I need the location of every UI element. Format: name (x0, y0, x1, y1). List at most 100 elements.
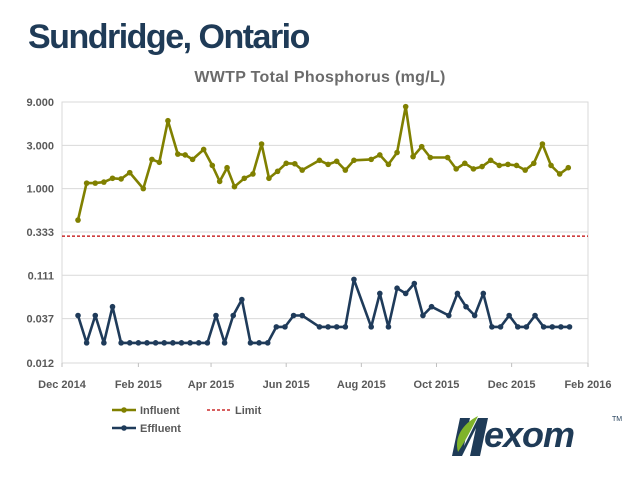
chart-axes: 0.012 0.037 0.111 0.333 1.000 3.000 9.000 Dec 2… (26, 97, 611, 391)
effluent-point (497, 324, 504, 330)
effluent-point (532, 312, 538, 319)
effluent-point (83, 340, 90, 346)
influent-point (410, 153, 416, 160)
influent-point (292, 160, 298, 167)
effluent-point (101, 340, 107, 346)
x-tick-label: Dec 2015 (488, 379, 536, 391)
effluent-point (411, 280, 418, 287)
slide-title: Sundridge, Ontario (28, 18, 310, 56)
effluent-point (170, 340, 176, 346)
influent-point (200, 146, 207, 153)
influent-point (385, 161, 392, 168)
effluent-point (213, 312, 219, 319)
influent-line (76, 105, 570, 221)
y-tick-label: 0.333 (26, 227, 54, 239)
effluent-point (135, 340, 142, 346)
influent-point (462, 160, 468, 167)
plot-area (61, 101, 589, 364)
influent-point (333, 158, 340, 165)
nexom-wordmark: exom (484, 414, 575, 455)
y-tick-label: 0.012 (26, 358, 54, 370)
influent-point (140, 185, 147, 192)
influent-point (505, 161, 511, 168)
influent-point (189, 156, 196, 163)
effluent-point (109, 303, 116, 310)
effluent-point (195, 340, 202, 346)
effluent-point (549, 324, 556, 330)
influent-point (83, 180, 90, 186)
effluent-point (118, 340, 124, 346)
influent-point (266, 175, 272, 182)
x-tick-label: Dec 2014 (38, 379, 87, 391)
influent-point (126, 169, 133, 176)
influent-point (224, 164, 230, 171)
influent-point (325, 161, 331, 168)
influent-point (342, 167, 349, 173)
x-tick-label: Jun 2015 (263, 379, 310, 391)
legend-influent-marker (121, 407, 127, 413)
x-tick-label: Apr 2015 (188, 379, 234, 391)
legend-influent-label: Influent (140, 405, 180, 417)
nexom-logo: exom TM (448, 410, 628, 460)
influent-point (453, 166, 459, 172)
legend-effluent-marker (121, 425, 127, 431)
effluent-point (342, 324, 349, 330)
effluent-point (161, 340, 168, 346)
effluent-point (566, 324, 573, 330)
effluent-point (290, 312, 297, 319)
legend-limit-label: Limit (235, 405, 262, 417)
y-tick-label: 1.000 (26, 184, 54, 196)
effluent-point (420, 312, 426, 319)
legend-effluent-label: Effluent (140, 423, 181, 435)
gridlines (61, 101, 589, 364)
chart-title: WWTP Total Phosphorus (mg/L) (194, 69, 446, 86)
influent-point (250, 171, 256, 177)
effluent-point (454, 290, 461, 297)
effluent-point (377, 290, 383, 297)
influent-point (470, 166, 477, 172)
effluent-point (394, 285, 400, 292)
influent-point (109, 175, 116, 182)
effluent-point (506, 312, 512, 319)
effluent-point (480, 290, 487, 297)
influent-point (156, 159, 163, 166)
influent-point (316, 157, 323, 164)
influent-point (522, 167, 528, 173)
x-tick-label: Feb 2015 (115, 379, 162, 391)
effluent-line (76, 278, 570, 345)
influent-point (258, 141, 265, 147)
effluent-point (540, 324, 547, 330)
effluent-point (471, 312, 478, 319)
influent-point (351, 157, 357, 164)
trademark-mark: TM (612, 416, 623, 423)
influent-point (418, 143, 425, 150)
influent-point (487, 157, 494, 164)
effluent-point (428, 303, 435, 310)
influent-point (92, 180, 99, 186)
influent-point (149, 156, 155, 163)
y-tick-label: 3.000 (26, 140, 54, 152)
effluent-point (489, 324, 495, 330)
influent-point (402, 103, 409, 110)
influent-point (118, 176, 124, 182)
effluent-point (282, 324, 288, 330)
influent-point (174, 151, 181, 157)
influent-point (394, 149, 400, 156)
effluent-point (351, 276, 357, 283)
effluent-point (152, 340, 159, 346)
influent-point (231, 183, 238, 190)
effluent-point (92, 312, 99, 319)
influent-point (216, 178, 223, 185)
influent-point (565, 164, 572, 171)
influent-point (241, 175, 248, 182)
influent-point (377, 152, 383, 158)
nexom-leaf-mark-icon (452, 416, 488, 456)
effluent-point (144, 340, 150, 346)
influent-point (444, 154, 451, 161)
effluent-point (402, 290, 409, 297)
influent-point (556, 171, 563, 177)
effluent-point (368, 324, 374, 330)
influent-point (209, 162, 216, 169)
influent-point (530, 160, 537, 167)
